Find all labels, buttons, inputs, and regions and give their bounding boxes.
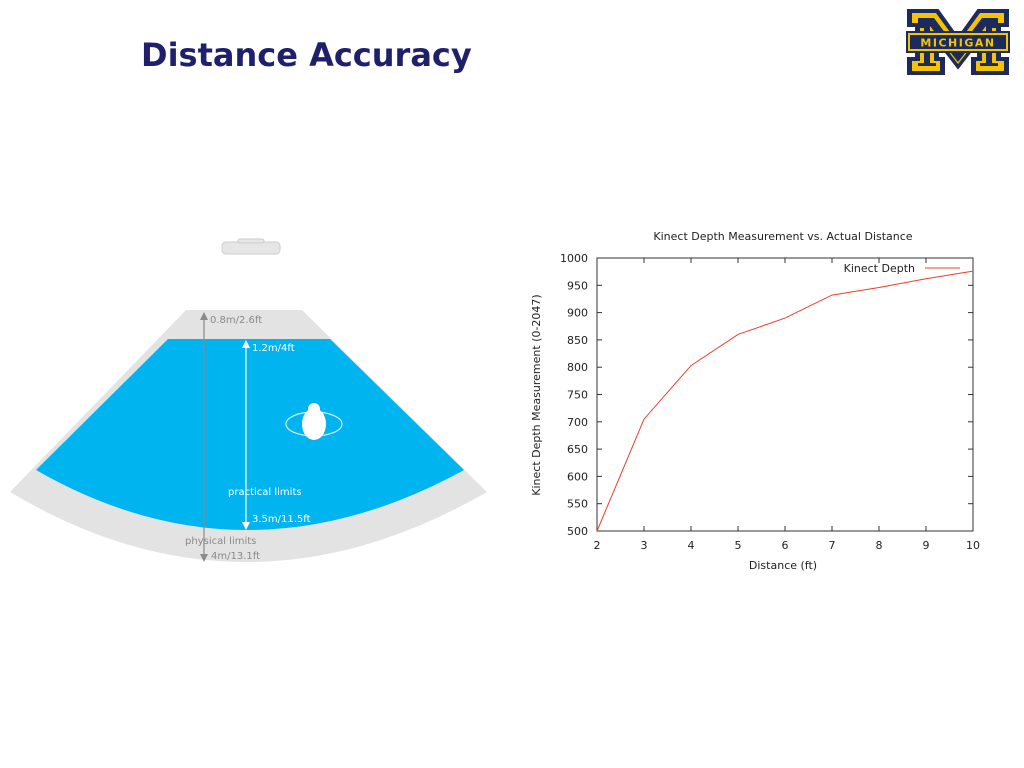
chart-title: Kinect Depth Measurement vs. Actual Dist… [653, 230, 912, 243]
near-practical-label: 1.2m/4ft [252, 343, 295, 354]
x-tick-label: 6 [782, 539, 789, 552]
near-physical-label: 0.8m/2.6ft [210, 315, 262, 326]
y-tick-label: 700 [567, 416, 588, 429]
physical-limits-label: physical limits [185, 536, 256, 547]
slide-title: Distance Accuracy [141, 36, 472, 74]
physical-range-arrow [200, 312, 208, 562]
y-tick-label: 550 [567, 498, 588, 511]
practical-range-arrow [242, 340, 250, 530]
person-icon [285, 403, 343, 440]
x-tick-label: 8 [876, 539, 883, 552]
x-tick-label: 5 [735, 539, 742, 552]
legend: Kinect Depth [844, 262, 960, 275]
legend-label: Kinect Depth [844, 262, 915, 275]
michigan-logo: MICHIGAN ® [906, 9, 1010, 76]
x-tick-label: 10 [966, 539, 980, 552]
logo-text: MICHIGAN [920, 37, 995, 50]
y-tick-label: 650 [567, 443, 588, 456]
practical-limits-label: practical limits [228, 487, 302, 498]
x-tick-label: 7 [829, 539, 836, 552]
kinect-sensor-icon [221, 238, 281, 255]
far-physical-label: 4m/13.1ft [211, 551, 260, 562]
x-tick-label: 3 [641, 539, 648, 552]
depth-vs-distance-chart: Kinect Depth Measurement vs. Actual Dist… [530, 230, 980, 572]
y-axis-ticks: 500 550 600 650 700 750 800 850 900 950 1000 [560, 252, 973, 538]
y-axis-label: Kinect Depth Measurement (0-2047) [530, 294, 543, 495]
x-tick-label: 9 [923, 539, 930, 552]
far-practical-label: 3.5m/11.5ft [252, 514, 311, 525]
plot-frame [596, 257, 974, 532]
x-axis-label: Distance (ft) [749, 559, 817, 572]
y-tick-label: 1000 [560, 252, 588, 265]
y-tick-label: 900 [567, 307, 588, 320]
practical-limits-zone [36, 339, 464, 530]
x-tick-label: 2 [594, 539, 601, 552]
y-tick-label: 750 [567, 389, 588, 402]
registered-mark: ® [1001, 70, 1007, 76]
series-layer [596, 270, 974, 532]
y-tick-label: 800 [567, 361, 588, 374]
x-tick-label: 4 [688, 539, 695, 552]
series-line-kinect-depth [596, 270, 974, 532]
y-tick-label: 850 [567, 334, 588, 347]
kinect-range-diagram: 0.8m/2.6ft 1.2m/4ft practical limits 3.5… [10, 238, 487, 562]
x-axis-ticks: 2 3 4 5 6 7 8 9 10 [594, 258, 980, 552]
y-tick-label: 950 [567, 279, 588, 292]
y-tick-label: 500 [567, 525, 588, 538]
y-tick-label: 600 [567, 470, 588, 483]
